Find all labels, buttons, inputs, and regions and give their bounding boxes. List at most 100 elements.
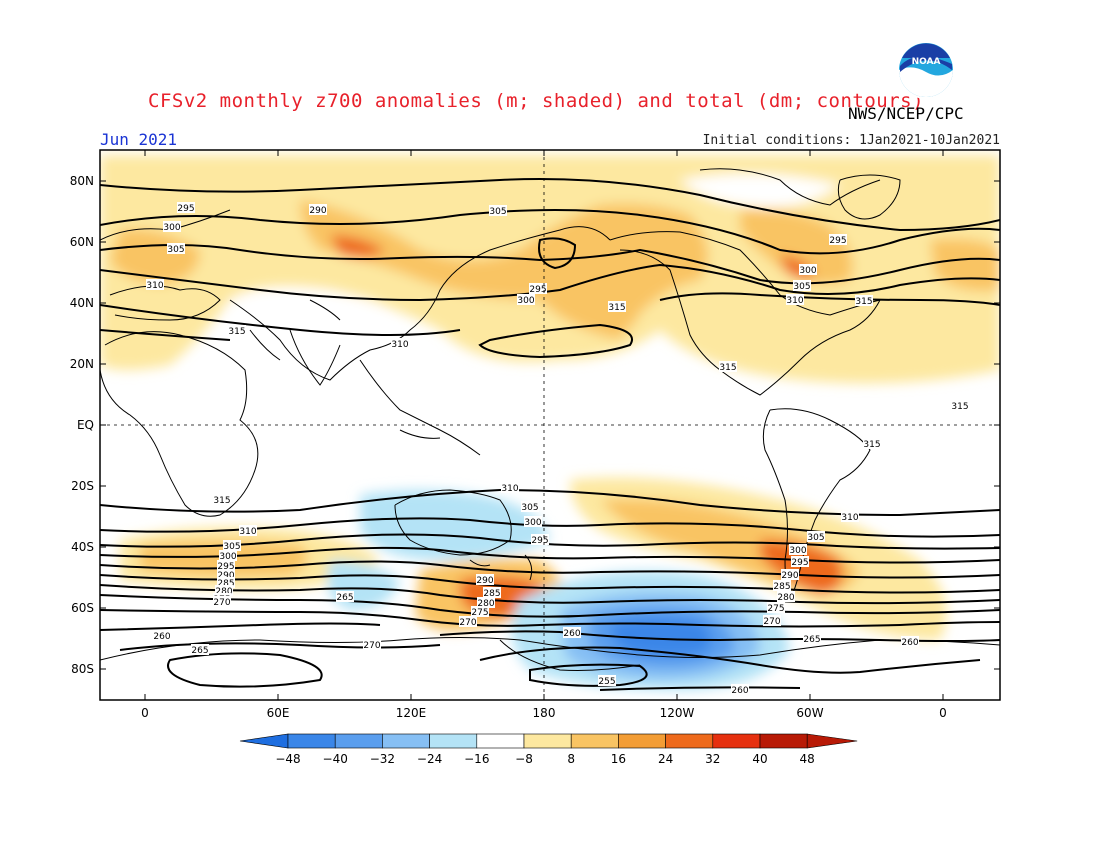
contour-label: 295 <box>791 558 808 568</box>
forecast-month: Jun 2021 <box>100 130 178 149</box>
contour-label: 305 <box>793 282 810 292</box>
contour-label: 315 <box>228 327 245 337</box>
contour-label-bg <box>215 585 233 596</box>
colorbar-swatch <box>429 733 478 749</box>
contour-label: 290 <box>309 206 326 216</box>
contour-label-bg <box>477 597 495 608</box>
contour-label: 300 <box>789 546 806 556</box>
contour-label-bg <box>598 675 616 686</box>
contour-label: 285 <box>483 589 500 599</box>
contour-label: 260 <box>153 632 170 642</box>
contour-label-bg <box>517 294 535 305</box>
initial-conditions: Initial conditions: 1Jan2021-10Jan2021 <box>702 133 1000 148</box>
contour-lines <box>100 178 1000 691</box>
contour-label: 310 <box>786 296 803 306</box>
contour-label-bg <box>213 494 231 505</box>
contour-label: 300 <box>799 266 816 276</box>
grid-lines <box>100 150 1000 700</box>
lat-label: 60S <box>71 601 94 615</box>
contour-label: 270 <box>213 598 230 608</box>
contour-label-bg <box>363 639 381 650</box>
colorbar-tick-label: −32 <box>370 752 395 766</box>
contour-label: 270 <box>363 641 380 651</box>
contour-label-bg <box>524 516 542 527</box>
contour-label: 260 <box>901 638 918 648</box>
lat-label: 80S <box>71 662 94 676</box>
contour-label-bg <box>791 556 809 567</box>
lon-label: 120W <box>660 706 695 720</box>
contour-label: 265 <box>803 635 820 645</box>
lat-label: 20N <box>70 357 94 371</box>
contour-label-bg <box>781 569 799 580</box>
contour-label: 285 <box>217 579 234 589</box>
contour-label: 300 <box>219 552 236 562</box>
colorbar-swatch <box>665 733 714 749</box>
contour-label: 295 <box>531 536 548 546</box>
contour-label: 295 <box>829 236 846 246</box>
lat-label: 40S <box>71 540 94 554</box>
contour-label-bg <box>767 602 785 613</box>
contour-label-bg <box>228 325 246 336</box>
contour-label-bg <box>789 544 807 555</box>
colorbar-arrow-right <box>806 733 858 749</box>
colorbar-tick-label: 48 <box>800 752 815 766</box>
colorbar-tick-label: −16 <box>464 752 489 766</box>
contour-label: 305 <box>521 503 538 513</box>
contour-label-bg <box>309 204 327 215</box>
lat-label: EQ <box>77 418 94 432</box>
contour-label-bg <box>217 560 235 571</box>
contour-label-bg <box>489 205 507 216</box>
contour-label: 305 <box>489 207 506 217</box>
contour-label-bg <box>163 221 181 232</box>
contour-label: 310 <box>841 513 858 523</box>
contour-label-bg <box>786 294 804 305</box>
colorbar-tick-label: −24 <box>417 752 442 766</box>
contour-label: 270 <box>763 617 780 627</box>
colorbar-tick-label: 8 <box>567 752 575 766</box>
contour-label-bg <box>459 616 477 627</box>
contour-label: 300 <box>163 223 180 233</box>
contour-label: 280 <box>777 593 794 603</box>
lat-label: 80N <box>70 174 94 188</box>
contour-label-bg <box>471 606 489 617</box>
contour-label-bg <box>223 540 241 551</box>
contour-label-bg <box>529 283 547 294</box>
colorbar-swatch <box>523 733 572 749</box>
contour-label-bg <box>191 644 209 655</box>
contour-label: 315 <box>608 303 625 313</box>
contour-label: 300 <box>524 518 541 528</box>
contour-label: 290 <box>476 576 493 586</box>
contour-label: 305 <box>167 245 184 255</box>
contour-label: 310 <box>391 340 408 350</box>
contour-label-bg <box>146 279 164 290</box>
colorbar-swatch <box>759 733 808 749</box>
map-axes: 80N 60N 40N 20N EQ 20S 40S 60S 80S 0 60E 120E 180 120… <box>70 150 1000 720</box>
colorbar-tick-label: 24 <box>658 752 673 766</box>
lon-label: 60E <box>267 706 290 720</box>
contour-label: 300 <box>517 296 534 306</box>
contour-label: 310 <box>501 484 518 494</box>
logo-text: NOAA <box>912 57 941 67</box>
colorbar-tick-label: −8 <box>515 752 533 766</box>
contour-label-bg <box>239 525 257 536</box>
contour-label-bg <box>951 400 969 411</box>
contour-label-bg <box>153 630 171 641</box>
chart-title: CFSv2 monthly z700 anomalies (m; shaded)… <box>148 90 925 112</box>
lon-label: 180 <box>533 706 556 720</box>
contour-label: 295 <box>177 204 194 214</box>
contour-label-bg <box>391 338 409 349</box>
contour-label-bg <box>217 577 235 588</box>
lon-label: 0 <box>939 706 947 720</box>
contour-label-bg <box>563 627 581 638</box>
contour-label-bg <box>777 591 795 602</box>
lon-label: 60W <box>796 706 823 720</box>
contour-label-bg <box>213 596 231 607</box>
contour-label: 255 <box>598 677 615 687</box>
contour-label: 295 <box>529 285 546 295</box>
lat-label: 60N <box>70 235 94 249</box>
contour-label-bg <box>855 295 873 306</box>
contour-label-bg <box>773 580 791 591</box>
colorbar-tick-label: 32 <box>705 752 720 766</box>
colorbar-swatch <box>287 733 336 749</box>
